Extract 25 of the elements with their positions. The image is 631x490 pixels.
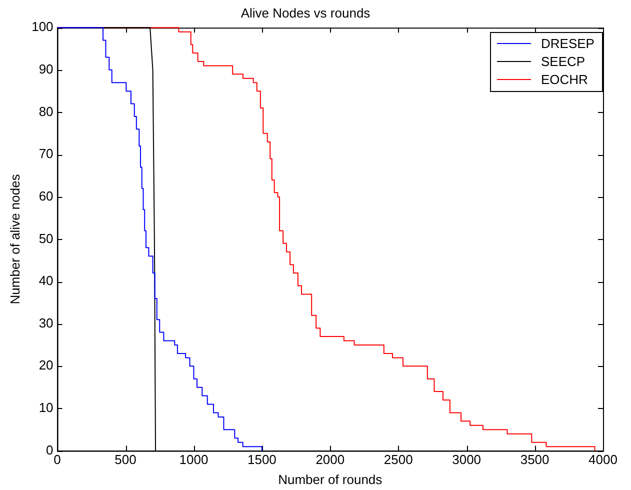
y-tick-label: 80: [38, 104, 54, 119]
y-tick-label: 70: [38, 146, 54, 162]
x-tick-label: 1500: [247, 452, 276, 468]
x-axis-title: Number of rounds: [278, 472, 383, 487]
y-tick-label: 50: [38, 230, 54, 246]
x-tick-label: 2000: [316, 452, 345, 468]
x-tick-label: 4000: [588, 452, 618, 468]
legend-label: EOCHR: [541, 70, 588, 89]
y-tick-label: 0: [46, 442, 54, 458]
legend-label: DRESEP: [541, 34, 594, 53]
y-tick-label: 30: [38, 315, 54, 330]
y-tick-label: 100: [32, 19, 54, 34]
x-tick-label: 3000: [452, 452, 482, 468]
y-axis-title: Number of alive nodes: [7, 174, 22, 304]
y-tick-label: 10: [38, 400, 54, 416]
y-tick-label: 20: [38, 358, 54, 373]
x-tick-label: 3500: [520, 452, 550, 468]
y-tick-label: 40: [38, 273, 54, 288]
y-tick-label: 90: [38, 62, 54, 76]
y-tick-label: 60: [38, 188, 54, 204]
x-tick-label: 500: [114, 452, 136, 468]
x-tick-label: 1000: [179, 452, 208, 468]
x-tick-label: 2500: [384, 452, 413, 468]
legend-label: SEECP: [541, 52, 586, 71]
chart-title: Alive Nodes vs rounds: [240, 5, 371, 20]
